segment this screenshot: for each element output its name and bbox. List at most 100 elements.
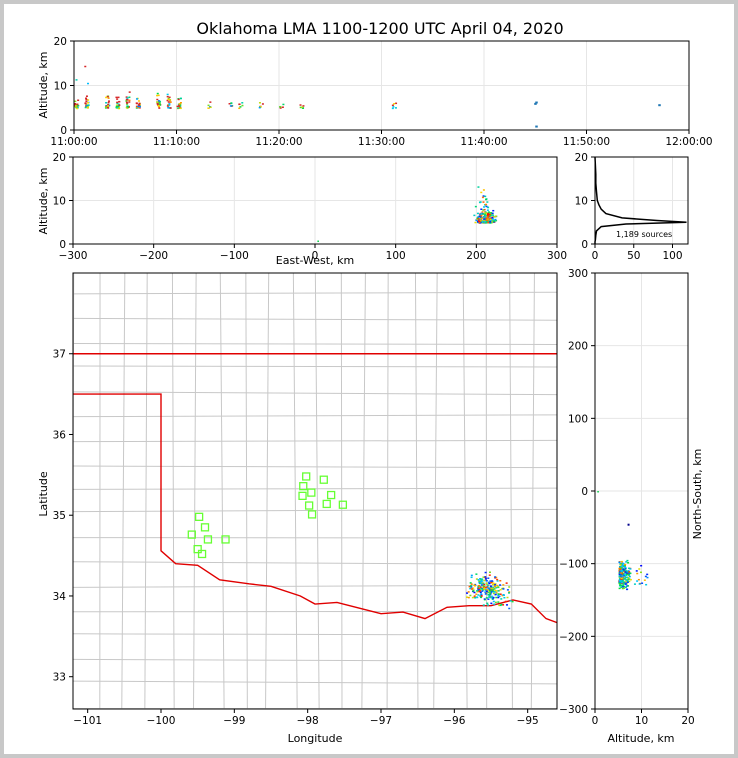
ew-source-point <box>491 214 494 217</box>
ns-source-point <box>624 566 627 568</box>
ew-height-panel: −300 −200 −100 0 100 200 300 0 10 20 Altitude, km… <box>37 152 567 267</box>
map-source-point <box>493 591 496 593</box>
map-source-point <box>485 590 488 593</box>
time-y-tick-label: 20 <box>54 36 67 48</box>
ew-source-point <box>474 221 477 224</box>
time-source-point <box>126 107 129 109</box>
ew-source-point <box>486 219 489 222</box>
ns-source-point <box>619 576 622 579</box>
ns-source-point <box>597 491 599 493</box>
ew-source-point <box>482 201 485 203</box>
ew-source-point <box>486 216 489 218</box>
ns-source-point <box>628 575 631 578</box>
ns-source-point <box>625 561 628 563</box>
map-source-point <box>509 600 512 602</box>
time-source-point <box>158 107 161 109</box>
map-source-point <box>483 579 486 582</box>
ns-source-point <box>620 578 623 580</box>
ns-source-point <box>621 570 624 572</box>
ns-source-point <box>625 572 628 574</box>
ns-source-point <box>641 582 644 584</box>
map-source-point <box>470 574 473 577</box>
ns-source-point <box>621 584 624 586</box>
time-source-point <box>159 104 162 106</box>
map-source-point <box>480 578 483 580</box>
map-source-point <box>487 581 490 584</box>
ns-source-point <box>624 574 627 576</box>
ns-source-point <box>621 579 624 581</box>
time-source-point <box>117 96 120 99</box>
ew-source-point <box>477 186 480 188</box>
ew-source-point <box>484 220 487 223</box>
map-source-point <box>490 590 493 593</box>
map-source-point <box>477 579 480 581</box>
ns-source-point <box>626 559 629 562</box>
time-source-point <box>107 100 110 102</box>
map-source-point <box>488 571 491 574</box>
time-source-point <box>302 107 305 109</box>
ns-source-point <box>620 570 623 572</box>
time-source-point <box>157 100 160 102</box>
ns-source-point <box>624 567 627 569</box>
map-source-point <box>482 576 485 578</box>
time-source-point <box>535 125 538 128</box>
ns-y-tick-label: 200 <box>568 341 588 353</box>
ns-y-tick-label: −200 <box>559 631 588 643</box>
time-source-point <box>86 106 89 109</box>
map-source-point <box>494 593 497 596</box>
map-source-point <box>494 589 497 592</box>
ns-source-point <box>628 571 631 573</box>
map-source-point <box>505 604 508 606</box>
map-source-point <box>500 598 503 600</box>
hist-y-tick-label: 20 <box>575 152 588 164</box>
map-source-point <box>482 604 485 606</box>
time-source-point <box>85 97 88 99</box>
ns-source-point <box>646 573 649 576</box>
ns-source-point <box>628 574 631 576</box>
ns-source-point <box>618 582 621 584</box>
ew-source-point <box>484 195 487 198</box>
ns-source-point <box>636 572 639 575</box>
map-source-point <box>483 588 486 591</box>
time-tick-label: 11:40:00 <box>460 136 507 148</box>
ns-source-point <box>626 585 629 587</box>
map-source-point <box>489 585 492 587</box>
time-source-point <box>107 101 110 104</box>
lma-station-marker <box>193 544 202 554</box>
ns-tick-label: 20 <box>681 715 694 727</box>
ew-source-point <box>488 215 491 217</box>
map-source-point <box>490 586 493 589</box>
figure-frame: Oklahoma LMA 1100-1200 UTC April 04, 202… <box>4 4 734 754</box>
map-source-point <box>487 598 490 600</box>
ew-source-point <box>485 220 488 223</box>
time-source-point <box>169 101 172 103</box>
map-source-point <box>503 596 506 599</box>
ew-source-point <box>483 218 486 220</box>
ns-source-point <box>621 587 624 590</box>
time-source-point <box>169 107 172 109</box>
time-source-point <box>158 102 161 105</box>
time-source-point <box>87 99 90 101</box>
ns-source-point <box>620 566 623 569</box>
map-source-point <box>498 595 501 598</box>
map-source-point <box>480 580 483 582</box>
map-source-point <box>478 582 481 585</box>
ns-source-point <box>626 571 629 573</box>
map-source-point <box>502 584 505 586</box>
ns-source-point <box>621 564 624 566</box>
map-source-point <box>497 601 500 603</box>
time-source-point <box>259 106 262 108</box>
ns-source-point <box>626 581 629 584</box>
ew-source-point <box>487 215 490 218</box>
time-source-point <box>159 100 162 103</box>
time-source-point <box>116 107 119 109</box>
time-source-point <box>117 107 120 110</box>
ew-height-xlabel: East-West, km <box>276 254 354 267</box>
ew-source-point <box>474 205 477 208</box>
map-source-point <box>487 577 490 579</box>
map-source-point <box>486 588 489 591</box>
map-source-point <box>479 590 482 592</box>
time-tick-label: 11:30:00 <box>358 136 405 148</box>
ew-source-point <box>486 217 489 219</box>
hist-tick-label: 100 <box>662 250 682 262</box>
